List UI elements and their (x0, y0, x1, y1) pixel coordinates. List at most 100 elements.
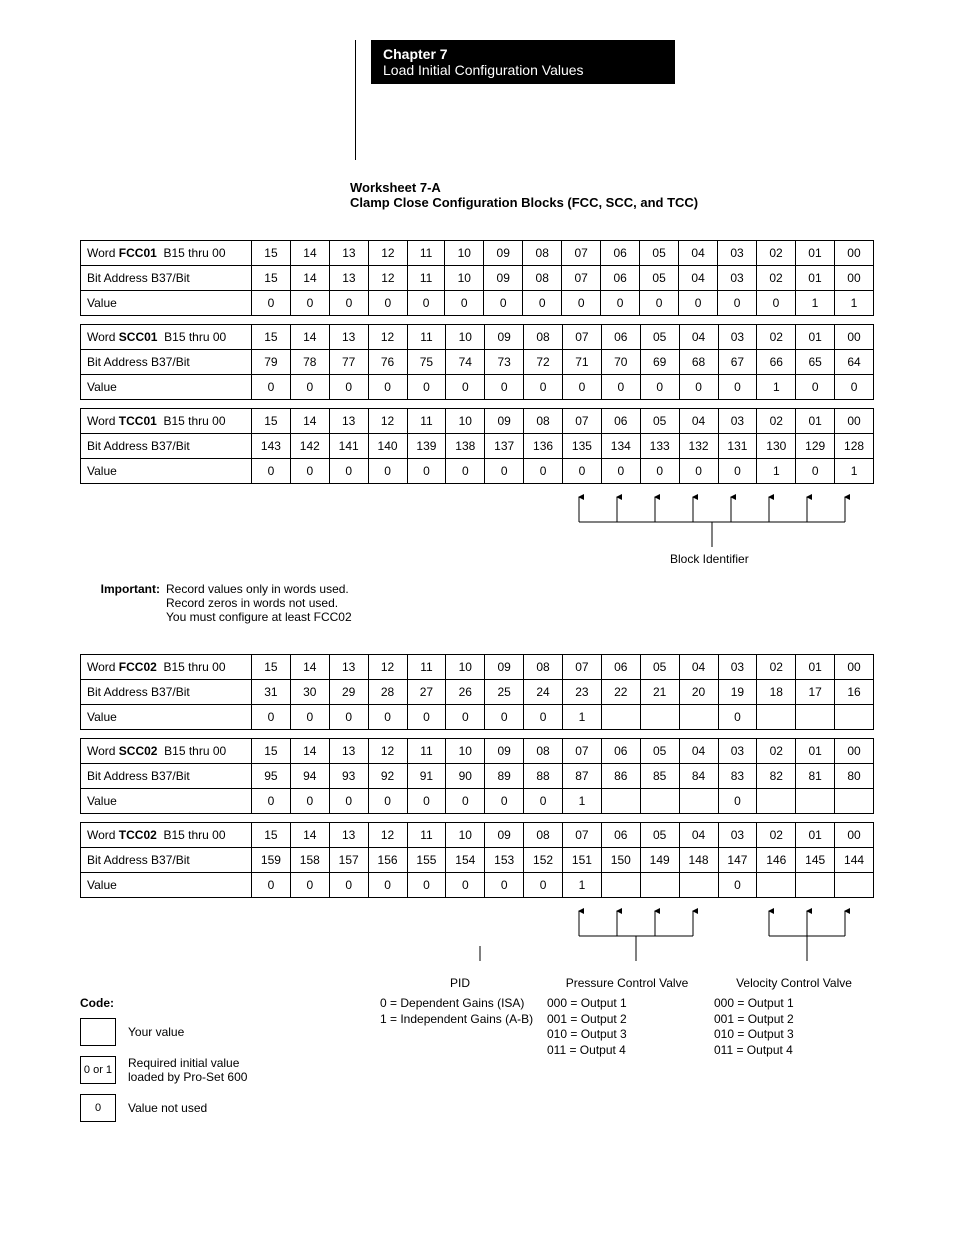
addr-cell: 153 (485, 848, 524, 873)
addr-cell: 20 (679, 680, 718, 705)
bit-cell: 00 (835, 325, 874, 350)
bit-cell: 02 (757, 739, 796, 764)
value-cell: 0 (368, 873, 407, 898)
value-cell: 0 (640, 459, 679, 484)
config-table: Word FCC01 B15 thru 00151413121110090807… (80, 240, 874, 316)
value-cell: 0 (679, 375, 718, 400)
value-cell: 0 (290, 789, 329, 814)
value-cell: 0 (290, 873, 329, 898)
value-cell: 0 (601, 291, 640, 316)
addr-cell: 29 (329, 680, 368, 705)
bit-cell: 07 (563, 409, 602, 434)
arrows-block-identifier: Block Identifier (80, 492, 874, 572)
important-l2: Record zeros in words not used. (166, 596, 352, 610)
addr-cell: 149 (640, 848, 679, 873)
addr-cell: 19 (718, 680, 757, 705)
addr-cell: 138 (446, 434, 485, 459)
addr-cell: 133 (640, 434, 679, 459)
addr-cell: 91 (407, 764, 446, 789)
addr-cell: 132 (679, 434, 718, 459)
addr-cell: 134 (601, 434, 640, 459)
config-table: Word SCC02 B15 thru 00151413121110090807… (80, 738, 874, 814)
addr-cell: 14 (290, 266, 329, 291)
bit-cell: 11 (407, 241, 444, 266)
value-cell: 0 (563, 459, 602, 484)
addr-cell: 89 (485, 764, 524, 789)
value-cell (835, 705, 874, 730)
addr-cell: 08 (523, 266, 562, 291)
bit-cell: 10 (446, 655, 485, 680)
value-cell (640, 873, 679, 898)
value-cell (796, 705, 835, 730)
addr-cell: 69 (640, 350, 679, 375)
bit-cell: 14 (290, 409, 329, 434)
bit-cell: 01 (796, 823, 835, 848)
value-cell: 0 (329, 873, 368, 898)
bit-cell: 06 (601, 241, 640, 266)
bit-cell: 02 (757, 655, 796, 680)
word-label: Word FCC01 B15 thru 00 (81, 241, 252, 266)
bit-cell: 07 (563, 655, 602, 680)
bit-cell: 13 (329, 241, 368, 266)
vcv-l2: 001 = Output 2 (714, 1012, 874, 1028)
chapter-subtitle: Load Initial Configuration Values (383, 62, 663, 78)
bit-cell: 03 (718, 823, 757, 848)
value-cell: 0 (718, 705, 757, 730)
addr-cell: 70 (601, 350, 640, 375)
addr-cell: 84 (679, 764, 718, 789)
word-label: Word TCC02 B15 thru 00 (81, 823, 252, 848)
addr-cell: 31 (252, 680, 291, 705)
bit-cell: 14 (290, 739, 329, 764)
addr-cell: 71 (563, 350, 602, 375)
value-cell: 1 (796, 291, 835, 316)
value-label: Value (81, 789, 252, 814)
bit-cell: 11 (407, 823, 446, 848)
addr-cell: 136 (524, 434, 563, 459)
word-label: Word FCC02 B15 thru 00 (81, 655, 252, 680)
bit-cell: 04 (679, 823, 718, 848)
bit-cell: 08 (524, 655, 563, 680)
word-label: Word SCC01 B15 thru 00 (81, 325, 252, 350)
bit-address-label: Bit Address B37/Bit (81, 434, 252, 459)
addr-cell: 65 (796, 350, 835, 375)
value-cell: 0 (407, 789, 446, 814)
bit-cell: 01 (796, 739, 835, 764)
addr-cell: 77 (329, 350, 368, 375)
addr-cell: 07 (562, 266, 601, 291)
bit-cell: 14 (290, 325, 329, 350)
addr-cell: 128 (835, 434, 874, 459)
addr-cell: 76 (368, 350, 407, 375)
bit-cell: 15 (252, 325, 291, 350)
value-cell: 0 (718, 375, 757, 400)
addr-cell: 67 (718, 350, 757, 375)
value-cell: 0 (407, 375, 446, 400)
addr-cell: 18 (757, 680, 796, 705)
value-cell: 0 (290, 459, 329, 484)
value-cell: 0 (562, 291, 601, 316)
bit-cell: 14 (290, 655, 329, 680)
addr-cell: 142 (290, 434, 329, 459)
bit-cell: 04 (679, 409, 718, 434)
addr-cell: 148 (679, 848, 718, 873)
bit-cell: 02 (757, 823, 796, 848)
value-cell (679, 705, 718, 730)
legend-not-used: Value not used (128, 1101, 207, 1115)
value-cell (679, 873, 718, 898)
value-cell: 0 (329, 375, 368, 400)
addr-cell: 09 (484, 266, 523, 291)
value-cell: 0 (563, 375, 602, 400)
vcv-l1: 000 = Output 1 (714, 996, 874, 1012)
value-cell: 0 (368, 375, 407, 400)
bit-cell: 12 (368, 655, 407, 680)
value-cell: 0 (757, 291, 796, 316)
worksheet-line1: Worksheet 7-A (350, 180, 874, 195)
bit-cell: 10 (446, 325, 485, 350)
chapter-box: Chapter 7 Load Initial Configuration Val… (371, 40, 675, 84)
code-legend: Code: Your value 0 or 1 Required initial… (80, 996, 380, 1132)
addr-cell: 131 (718, 434, 757, 459)
value-cell: 0 (485, 705, 524, 730)
value-cell: 0 (446, 375, 485, 400)
bit-cell: 03 (718, 739, 757, 764)
pcv-l2: 001 = Output 2 (547, 1012, 707, 1028)
addr-cell: 159 (252, 848, 291, 873)
